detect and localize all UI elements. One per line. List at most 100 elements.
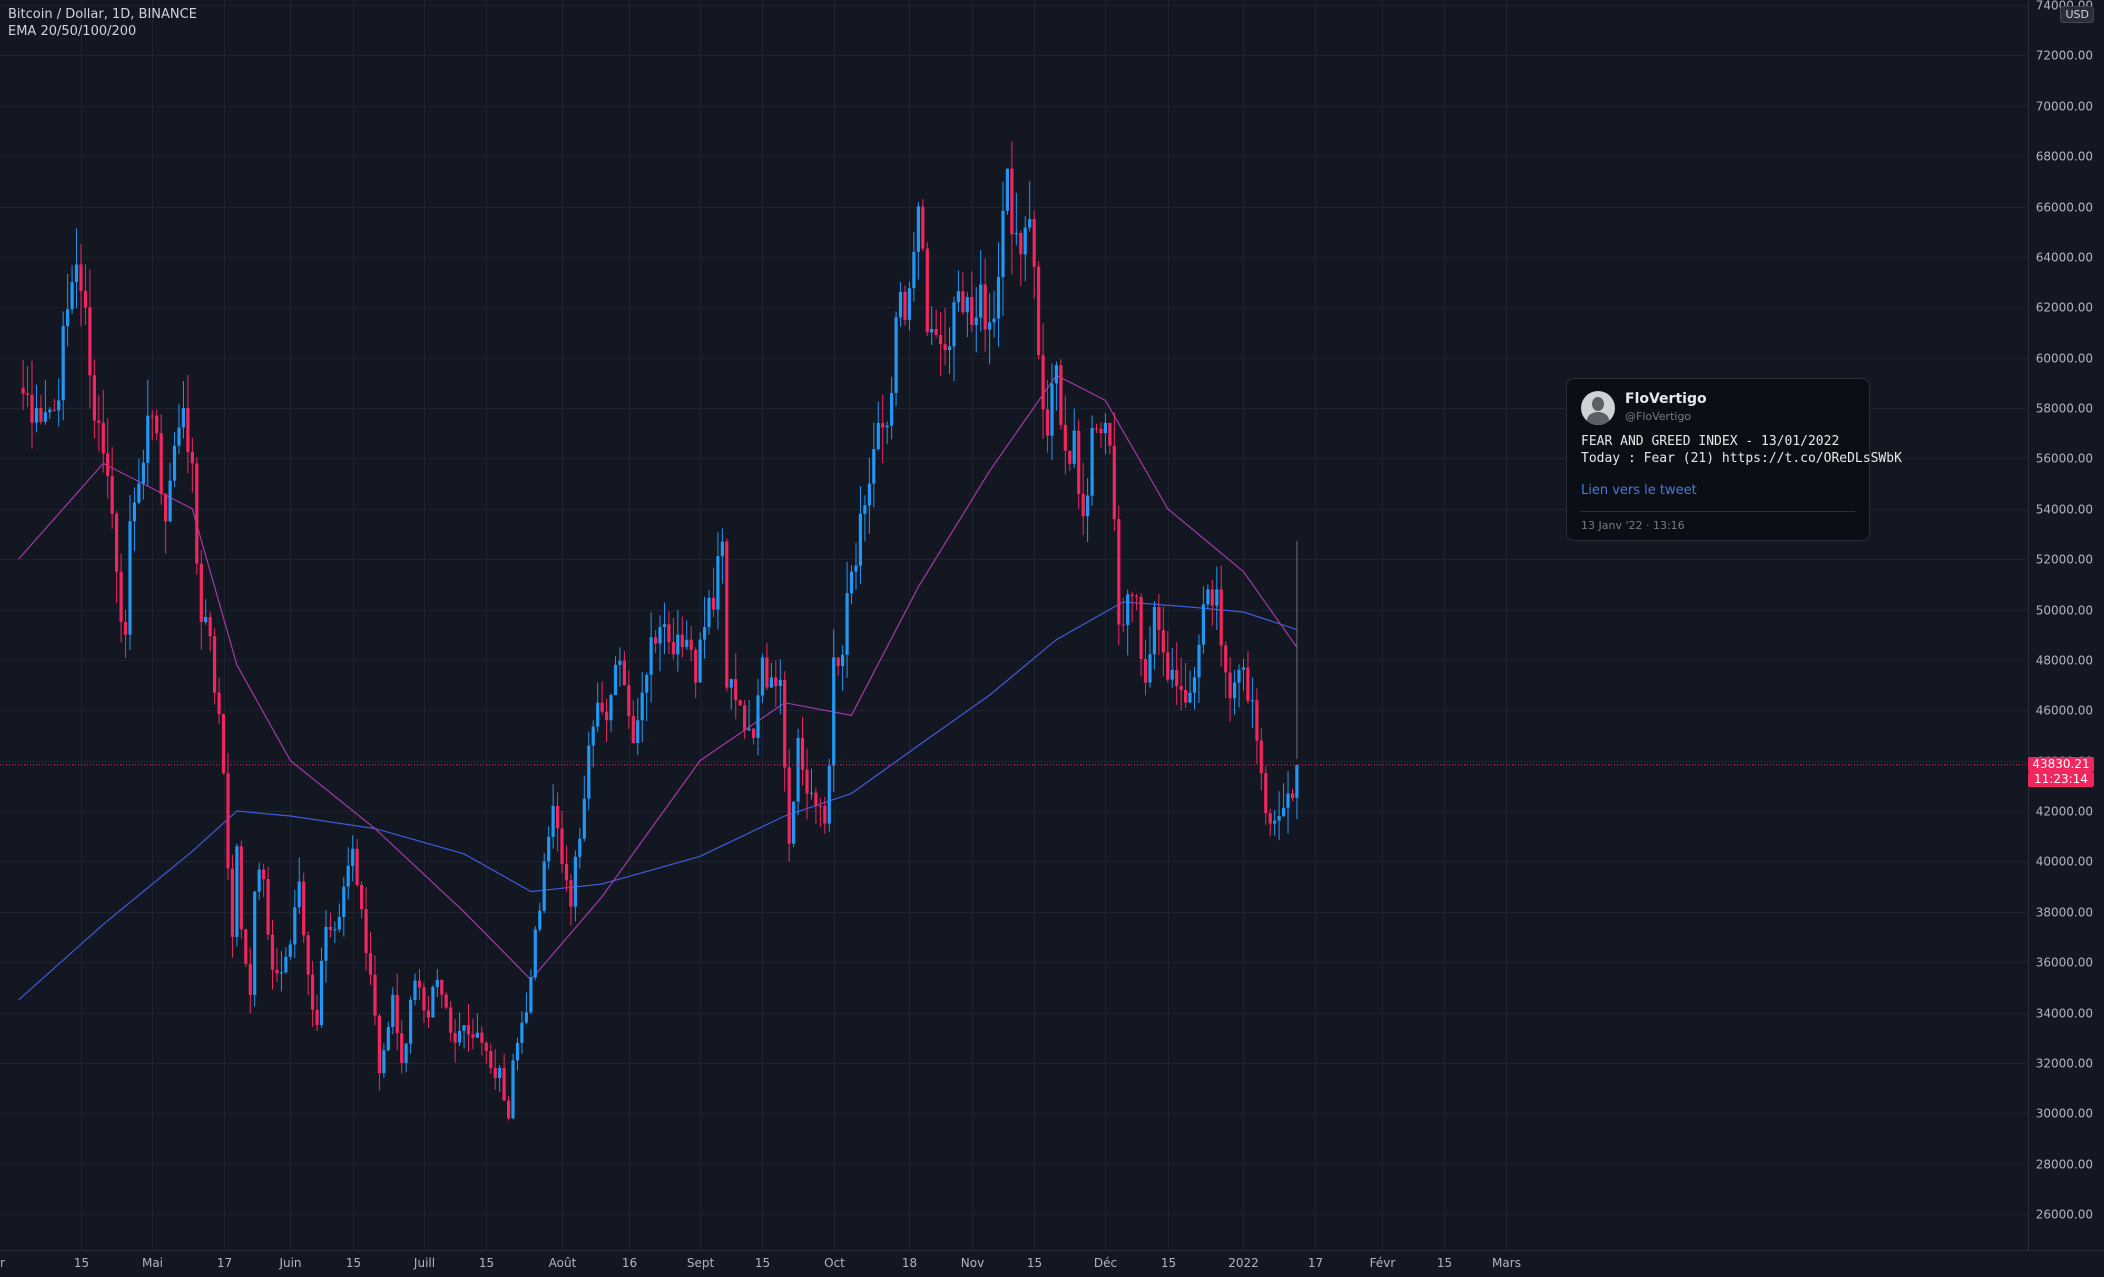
candle-body (262, 869, 266, 879)
candle-body (1259, 740, 1263, 774)
candle-body (943, 344, 947, 351)
candle-body (658, 627, 662, 644)
candle-body (106, 453, 110, 476)
candle-body (444, 994, 448, 1008)
x-tick-label: 15 (755, 1256, 770, 1270)
candle-body (511, 1060, 515, 1119)
x-tick-label: Déc (1094, 1256, 1117, 1270)
y-tick-label: 28000.00 (2036, 1158, 2093, 1172)
candle-body (800, 738, 805, 770)
candle-body (186, 408, 190, 452)
candle-body (391, 994, 395, 1027)
candle-body (88, 307, 92, 376)
candle-body (43, 412, 47, 422)
candle-body (809, 792, 814, 794)
candle-body (640, 692, 644, 721)
candle-body (769, 677, 773, 688)
candle-body (778, 680, 782, 687)
y-tick-label: 38000.00 (2036, 906, 2093, 920)
candle-body (1277, 816, 1281, 821)
candle-body (916, 206, 920, 252)
candle-body (1161, 630, 1165, 653)
candle-body (253, 891, 257, 995)
candle-body (832, 657, 836, 766)
x-tick-label: Nov (961, 1256, 984, 1270)
tweet-card[interactable]: FloVertigo @FloVertigo FEAR AND GREED IN… (1566, 378, 1902, 541)
candle-body (622, 660, 626, 685)
candle-body (827, 765, 831, 824)
candle-body (783, 680, 787, 768)
candle-body (346, 866, 350, 887)
candle-body (654, 637, 658, 644)
candle-body (382, 1050, 386, 1073)
tweet-text: FEAR AND GREED INDEX - 13/01/2022 Today … (1581, 433, 1902, 467)
candle-body (110, 475, 114, 514)
candle-body (1090, 428, 1094, 496)
currency-button[interactable]: USD (2060, 6, 2094, 23)
y-tick-label: 40000.00 (2036, 855, 2093, 869)
candle-body (328, 926, 332, 930)
candle-body (489, 1051, 493, 1068)
candle-body (395, 994, 399, 1034)
candle-body (618, 660, 622, 665)
y-tick-label: 64000.00 (2036, 251, 2093, 265)
candle-body (582, 798, 586, 839)
candle-body (342, 886, 346, 917)
symbol-title[interactable]: Bitcoin / Dollar, 1D, BINANCE (8, 7, 197, 22)
tweet-link[interactable]: Lien vers le tweet (1581, 483, 1697, 498)
candle-body (315, 1009, 319, 1026)
candle-body (471, 1034, 475, 1038)
x-tick-label: Févr (1370, 1256, 1396, 1270)
x-tick-label: Mars (1492, 1256, 1521, 1270)
candle-body (141, 462, 145, 484)
candle-body (649, 637, 653, 675)
candle-body (400, 1033, 404, 1063)
x-tick-label: 15 (479, 1256, 494, 1270)
candle-body (1192, 677, 1197, 693)
candle-body (636, 720, 640, 743)
candle-body (190, 451, 194, 464)
candle-body (48, 409, 52, 413)
candle-body (1268, 813, 1272, 824)
candle-body (698, 639, 702, 683)
candle-body (177, 427, 181, 446)
candle-body (83, 290, 88, 308)
candle-body (386, 1027, 390, 1051)
candle-body (1130, 594, 1134, 596)
candle-body (947, 346, 952, 351)
candle-body (1148, 654, 1152, 683)
candle-body (123, 622, 128, 635)
candle-body (351, 848, 355, 866)
candle-body (912, 251, 916, 289)
candle-body (885, 425, 889, 428)
x-tick-label: 15 (74, 1256, 89, 1270)
y-tick-label: 42000.00 (2036, 805, 2093, 819)
candle-body (266, 879, 270, 935)
indicator-label[interactable]: EMA 20/50/100/200 (8, 24, 137, 39)
candle-body (863, 505, 867, 514)
candle-body (1037, 266, 1041, 356)
candle-body (743, 705, 747, 731)
candle-body (1139, 596, 1143, 659)
candle-body (221, 714, 226, 774)
candle-body (560, 828, 564, 864)
candle-body (1077, 430, 1081, 494)
candle-body (319, 960, 324, 1026)
candle-body (818, 806, 822, 807)
candle-body (1246, 667, 1250, 701)
candle-body (279, 972, 283, 974)
candle-body (547, 836, 551, 862)
candle-body (257, 869, 261, 892)
candle-body (311, 974, 315, 1010)
candle-body (974, 317, 978, 325)
y-tick-label: 62000.00 (2036, 301, 2093, 315)
candle-body (217, 692, 221, 715)
candle-body (1250, 700, 1254, 702)
candle-body (921, 206, 925, 249)
candle-body (462, 1025, 466, 1031)
candle-body (195, 463, 199, 564)
candle-body (787, 767, 791, 844)
candle-body (1072, 430, 1076, 464)
